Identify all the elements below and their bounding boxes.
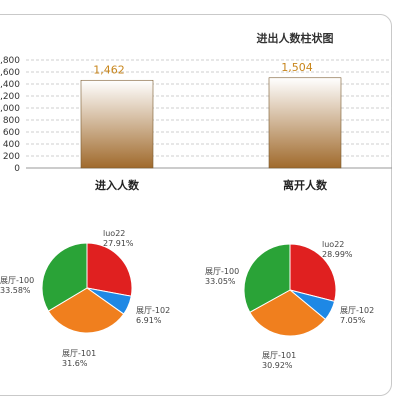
pie-slice-name: 展厅-102 <box>340 306 374 315</box>
pie-slice-name: luo22 <box>103 229 125 238</box>
pie-slice-name: 展厅-101 <box>62 349 96 358</box>
pie-slice <box>243 243 291 313</box>
y-tick-label: 1,600 <box>0 68 20 78</box>
pie-slice-percent: 7.05% <box>340 316 366 325</box>
bar <box>80 79 154 169</box>
bar <box>268 77 342 169</box>
pie-slice <box>41 242 88 312</box>
pie-slice-percent: 6.91% <box>136 316 162 325</box>
pie-slice <box>86 242 133 297</box>
y-tick-label: 1,400 <box>0 80 20 90</box>
pie-slice <box>47 287 125 334</box>
x-category-label: 进入人数 <box>95 178 140 192</box>
pie-slice-percent: 28.99% <box>322 250 353 259</box>
pie-slice-name: 展厅-101 <box>262 351 296 360</box>
pie-slice-percent: 33.05% <box>205 277 236 286</box>
pie-slice-percent: 27.91% <box>103 239 134 248</box>
bar-chart-title: 进出人数柱状图 <box>257 31 334 45</box>
pie-slice <box>249 289 327 337</box>
pie-slice <box>289 243 337 303</box>
y-tick-label: 0 <box>14 164 20 174</box>
bar-value-label: 1,462 <box>93 63 125 76</box>
y-tick-label: 1,800 <box>0 56 20 66</box>
pie-slice-name: 展厅-102 <box>136 306 170 315</box>
y-tick-label: 400 <box>3 140 20 150</box>
y-tick-label: 1,200 <box>0 92 20 102</box>
pie-slice-percent: 31.6% <box>62 359 88 368</box>
pie-slice-percent: 33.58% <box>0 286 31 295</box>
y-tick-label: 200 <box>3 152 20 162</box>
y-tick-label: 1,000 <box>0 104 20 114</box>
x-category-label: 离开人数 <box>283 178 328 192</box>
pie-slice-percent: 30.92% <box>262 361 293 370</box>
pie-slice-name: 展厅-100 <box>205 267 239 276</box>
pie-slice-name: 展厅-100 <box>0 276 34 285</box>
y-tick-label: 800 <box>3 116 20 126</box>
y-tick-label: 600 <box>3 128 20 138</box>
bar-value-label: 1,504 <box>281 61 313 74</box>
pie-slice-name: luo22 <box>322 240 344 249</box>
